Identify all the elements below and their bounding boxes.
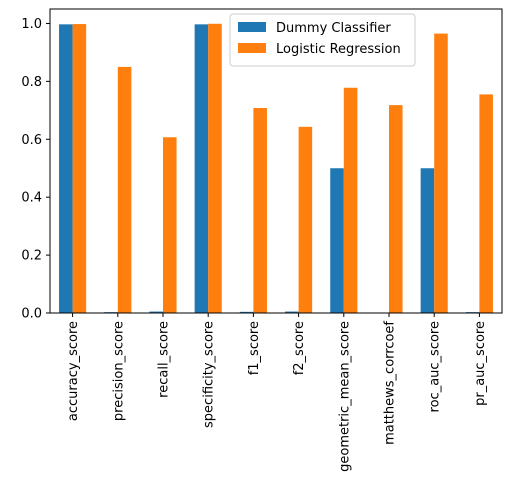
x-tick-label-f2_score: f2_score: [292, 321, 307, 375]
bar-series-1-matthews_corrcoef: [389, 105, 403, 314]
legend-label-1: Logistic Regression: [276, 42, 401, 57]
legend-swatch-0: [238, 22, 266, 32]
bar-series-0-specificity_score: [194, 24, 209, 314]
bar-series-1-precision_score: [117, 66, 132, 314]
legend-label-0: Dummy Classifier: [276, 21, 391, 36]
legend-swatch-1: [238, 43, 266, 53]
y-tick-label: 0.8: [21, 75, 42, 90]
bar-series-0-geometric_mean_score: [330, 168, 344, 313]
bar-series-1-specificity_score: [208, 23, 222, 314]
bar-series-1-geometric_mean_score: [343, 87, 358, 313]
bar-series-1-roc_auc_score: [434, 33, 448, 314]
x-tick-label-precision_score: precision_score: [111, 321, 126, 421]
x-tick-label-roc_auc_score: roc_auc_score: [428, 321, 443, 412]
bar-series-1-accuracy_score: [72, 24, 87, 314]
x-tick-label-pr_auc_score: pr_auc_score: [473, 321, 488, 406]
plot-frame: [49, 8, 503, 314]
bar-series-0-f1_score: [239, 311, 254, 313]
bar-series-0-recall_score: [149, 311, 163, 313]
bar-series-1-recall_score: [163, 137, 177, 313]
x-tick-label-geometric_mean_score: geometric_mean_score: [337, 321, 352, 472]
bar-series-0-accuracy_score: [59, 24, 73, 314]
x-tick-label-recall_score: recall_score: [157, 321, 172, 398]
legend-box: [229, 13, 416, 67]
bar-series-0-f2_score: [285, 311, 299, 313]
x-tick-label-f1_score: f1_score: [247, 321, 262, 375]
y-tick-label: 0.2: [21, 249, 42, 264]
y-tick-label: 0.6: [21, 133, 42, 148]
bar-series-1-f2_score: [298, 126, 313, 313]
bar-series-1-pr_auc_score: [479, 94, 493, 313]
x-tick-label-matthews_corrcoef: matthews_corrcoef: [383, 321, 398, 445]
bar-series-1-f1_score: [253, 108, 267, 314]
x-tick-label-accuracy_score: accuracy_score: [66, 321, 81, 421]
y-tick-label: 0.0: [21, 307, 42, 322]
bar-series-0-roc_auc_score: [420, 168, 435, 313]
y-tick-label: 0.4: [21, 191, 42, 206]
y-tick-label: 1.0: [21, 17, 42, 32]
x-tick-label-specificity_score: specificity_score: [202, 321, 217, 428]
